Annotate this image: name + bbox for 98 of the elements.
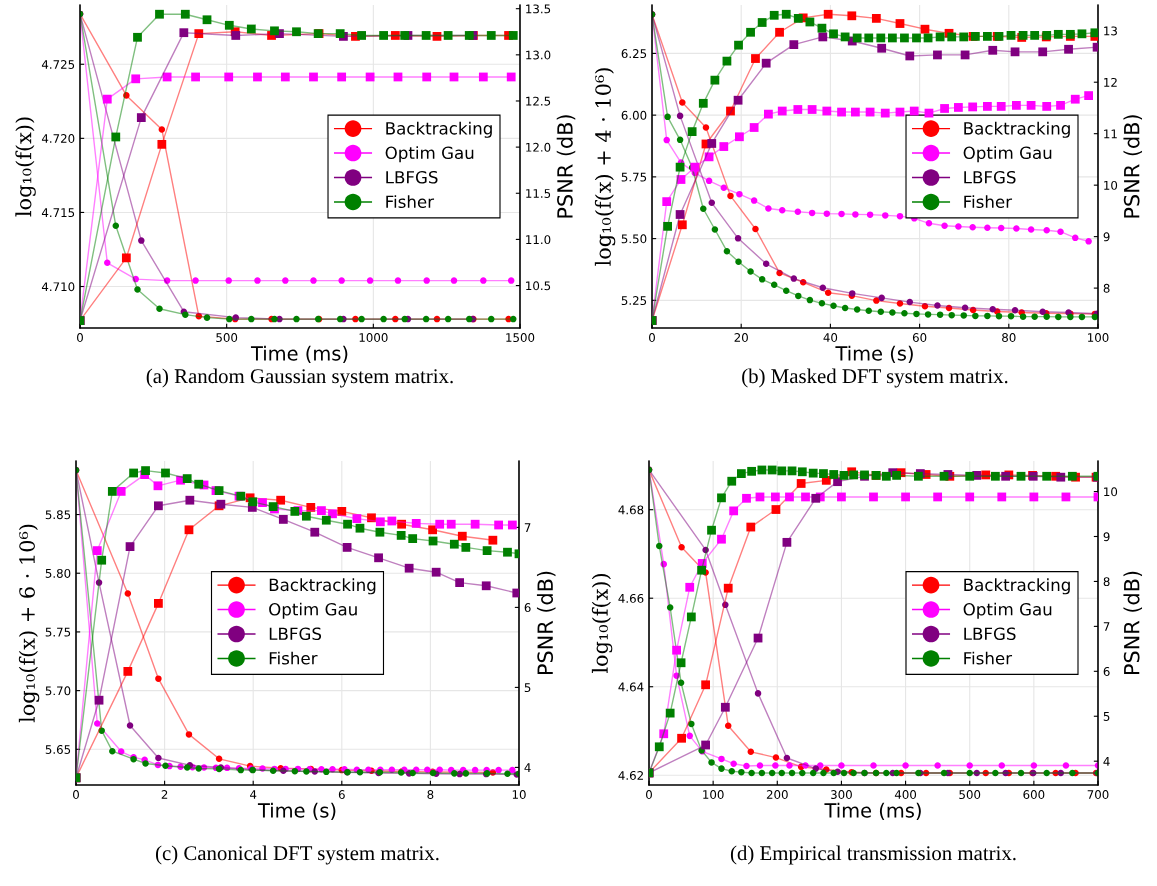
- x-tick-label: 100: [1088, 333, 1109, 342]
- text: (a) Random Gaussian system matrix.: [146, 368, 453, 388]
- x-tick-label: 4: [250, 790, 257, 799]
- y-tick-label: 4.710: [41, 282, 75, 292]
- x-tick-label: 6: [338, 790, 345, 799]
- x-tick-label: 60: [912, 333, 927, 342]
- legend-label: LBFGS: [964, 627, 1016, 641]
- legend-label: LBFGS: [269, 627, 322, 641]
- legend-label: LBFGS: [964, 170, 1016, 184]
- y-axis-title: log₁₀(f(x)): [591, 574, 613, 674]
- x-tick-label: 1500: [506, 333, 535, 342]
- x-tick-label: 2: [161, 790, 168, 799]
- y-tick-label: 4.725: [41, 59, 75, 69]
- x-tick-label: 80: [1002, 333, 1016, 342]
- legend-label: Fisher: [964, 651, 1013, 665]
- y2-tick-label: 10: [1104, 487, 1118, 497]
- legend-label: Optim Gau: [963, 146, 1052, 163]
- y2-tick-label: 8: [1103, 283, 1110, 293]
- legend-label: Backtracking: [964, 578, 1070, 595]
- x-tick-label: 20: [734, 333, 748, 342]
- legend-label: Fisher: [964, 195, 1013, 209]
- legend-label: Backtracking: [269, 578, 376, 595]
- y2-tick-label: 13: [1104, 26, 1117, 36]
- x-tick-label: 1000: [359, 333, 388, 342]
- y2-tick-label: 13.5: [526, 4, 551, 14]
- legend-label: Backtracking: [386, 121, 492, 138]
- x-tick-label: 300: [831, 790, 852, 799]
- y2-tick-label: 12.0: [526, 142, 551, 152]
- x-tick-label: 700: [1087, 790, 1109, 799]
- x-axis-title: Time (s): [835, 345, 913, 364]
- y2-tick-label: 4: [1103, 757, 1110, 766]
- x-tick-label: 600: [1023, 790, 1045, 799]
- y2-tick-label: 11.5: [526, 189, 551, 198]
- x-tick-label: 8: [427, 790, 434, 799]
- x-tick-label: 100: [703, 790, 724, 799]
- legend-label: LBFGS: [386, 170, 438, 184]
- x-tick-label: 400: [894, 790, 917, 799]
- y-tick-label: 4.68: [618, 505, 644, 515]
- y-tick-label: 5.50: [621, 234, 647, 244]
- x-tick-label: 200: [766, 790, 788, 799]
- legend-label: Optim Gau: [385, 146, 474, 163]
- y-tick-label: 5.80: [45, 568, 71, 578]
- y-tick-label: 4.720: [41, 134, 75, 143]
- y2-tick-label: 7: [1103, 622, 1110, 631]
- y2-tick-label: 11.0: [526, 235, 551, 245]
- y-axis-title: log₁₀(f(x)): [15, 117, 36, 217]
- x-tick-label: 40: [823, 333, 838, 342]
- x-tick-label: 0: [77, 333, 83, 342]
- y2-tick-label: 6: [1103, 667, 1110, 676]
- y2-tick-label: 6: [524, 603, 531, 613]
- y2-tick-label: 7: [524, 523, 531, 532]
- x-tick-label: 0: [649, 333, 655, 342]
- legend-label: Fisher: [386, 195, 435, 209]
- text: (d) Empirical transmission matrix.: [730, 845, 1016, 865]
- y2-tick-label: 5: [524, 683, 531, 693]
- y2-tick-label: 9: [1103, 232, 1110, 242]
- y2-axis-title: PSNR (dB): [1123, 571, 1143, 675]
- y2-tick-label: 12.5: [526, 96, 551, 106]
- y-tick-label: 6.25: [621, 49, 647, 59]
- y-tick-label: 4.715: [41, 208, 75, 218]
- y-tick-label: 5.25: [621, 296, 647, 305]
- y2-tick-label: 10.5: [526, 281, 551, 291]
- y2-axis-title: PSNR (dB): [1123, 115, 1143, 218]
- y-tick-label: 4.62: [618, 770, 643, 780]
- y-tick-label: 5.75: [621, 172, 647, 182]
- y-tick-label: 5.70: [45, 686, 71, 696]
- y-tick-label: 4.64: [618, 682, 644, 692]
- text: (c) Canonical DFT system matrix.: [155, 845, 439, 865]
- y-tick-label: 4.66: [618, 593, 644, 603]
- x-tick-label: 500: [959, 790, 981, 799]
- legend-label: Optim Gau: [963, 602, 1052, 619]
- y-axis-title: log₁₀(f(x) + 6 · 10⁶): [18, 524, 40, 723]
- x-axis-title: Time (s): [257, 802, 336, 821]
- y2-tick-label: 9: [1103, 532, 1110, 542]
- text: (b) Masked DFT system matrix.: [742, 368, 1008, 388]
- y2-tick-label: 13.0: [526, 50, 551, 60]
- y2-tick-label: 5: [1103, 712, 1110, 721]
- x-axis-title: Time (ms): [824, 802, 921, 821]
- x-tick-label: 10: [512, 790, 526, 799]
- x-tick-label: 500: [216, 333, 238, 342]
- y-tick-label: 6.00: [621, 110, 647, 120]
- y-tick-label: 5.75: [45, 627, 71, 637]
- y2-tick-label: 12: [1104, 77, 1117, 87]
- y2-tick-label: 4: [524, 763, 531, 772]
- y2-axis-title: PSNR (dB): [556, 115, 576, 218]
- x-tick-label: 0: [73, 790, 79, 799]
- y2-axis-title: PSNR (dB): [536, 571, 556, 675]
- y-tick-label: 5.85: [45, 510, 71, 520]
- x-axis-title: Time (ms): [250, 345, 348, 364]
- y2-tick-label: 11: [1104, 129, 1117, 139]
- y-axis-title: log₁₀(f(x) + 4 · 10⁶): [594, 68, 616, 266]
- y-tick-label: 5.65: [45, 745, 71, 754]
- x-tick-label: 0: [646, 790, 652, 799]
- legend-label: Fisher: [269, 651, 318, 665]
- y2-tick-label: 8: [1103, 577, 1110, 587]
- legend-label: Backtracking: [964, 121, 1070, 138]
- legend-label: Optim Gau: [269, 602, 357, 619]
- y2-tick-label: 10: [1104, 180, 1118, 190]
